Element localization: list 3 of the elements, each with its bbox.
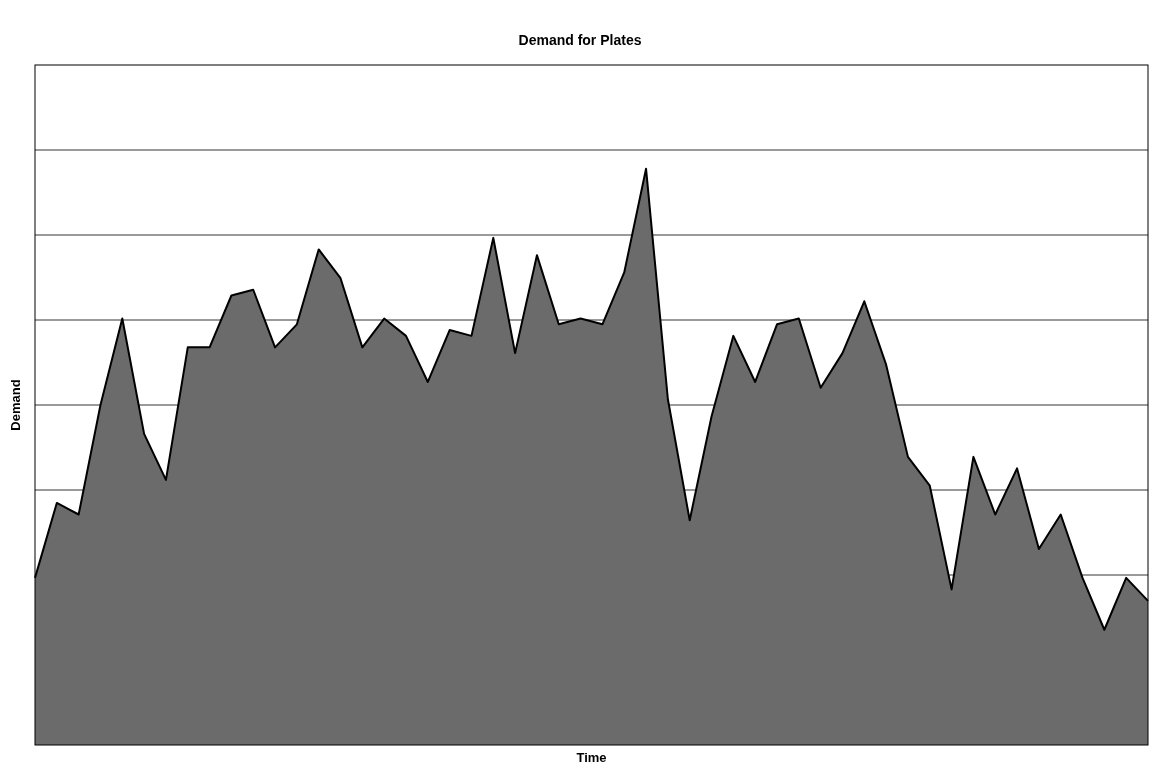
chart-title: Demand for Plates xyxy=(518,32,642,48)
y-axis-title: Demand xyxy=(8,379,23,431)
x-axis-title: Time xyxy=(576,750,607,765)
